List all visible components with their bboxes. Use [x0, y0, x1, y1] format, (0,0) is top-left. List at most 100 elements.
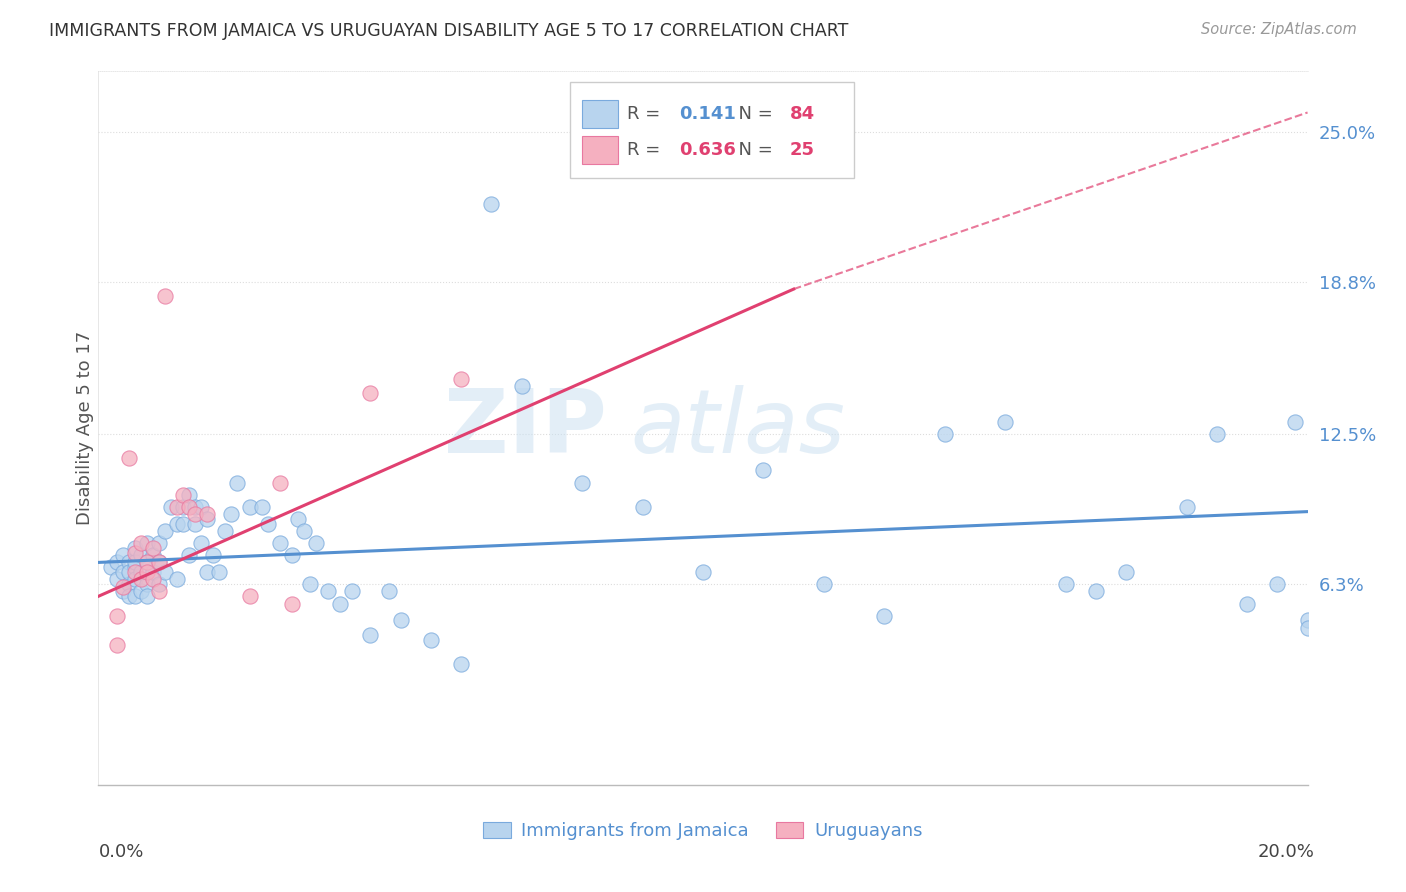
Bar [582, 100, 619, 128]
Point [124, 565, 146, 579]
Point [105, 556, 128, 570]
Point [118, 451, 141, 466]
Point [153, 524, 176, 538]
Point [214, 524, 236, 538]
Text: R =: R = [627, 141, 666, 159]
Point [142, 541, 165, 555]
Point [450, 371, 472, 385]
Point [135, 556, 157, 570]
Point [342, 584, 364, 599]
Point [1284, 415, 1306, 429]
Point [118, 556, 141, 570]
Point [195, 512, 218, 526]
Point [292, 524, 315, 538]
Point [389, 614, 412, 628]
Point [1206, 427, 1229, 442]
FancyBboxPatch shape [569, 82, 855, 178]
Point [160, 500, 183, 514]
Point [148, 584, 170, 599]
Point [269, 475, 291, 490]
Point [190, 500, 212, 514]
Point [179, 548, 201, 562]
Point [1267, 577, 1289, 591]
Point [135, 589, 157, 603]
Point [179, 488, 201, 502]
Point [631, 500, 654, 514]
Point [1236, 597, 1258, 611]
Point [118, 565, 141, 579]
Point [148, 577, 170, 591]
Point [281, 597, 304, 611]
Point [873, 608, 896, 623]
Point [105, 638, 128, 652]
Point [135, 565, 157, 579]
Point [360, 386, 382, 401]
Point [239, 500, 262, 514]
Point [377, 584, 399, 599]
Point [105, 572, 128, 586]
Point [142, 572, 165, 586]
Point [299, 577, 322, 591]
Point [1054, 577, 1077, 591]
Text: N =: N = [727, 141, 779, 159]
Point [105, 608, 128, 623]
Point [118, 577, 141, 591]
Point [111, 565, 134, 579]
Point [184, 500, 207, 514]
Point [184, 507, 207, 521]
Text: Source: ZipAtlas.com: Source: ZipAtlas.com [1201, 22, 1357, 37]
Point [813, 577, 835, 591]
Point [172, 500, 194, 514]
Point [1115, 565, 1137, 579]
Point [124, 546, 146, 560]
Point [287, 512, 309, 526]
Point [148, 536, 170, 550]
Point [752, 463, 775, 477]
Point [420, 632, 443, 647]
Point [124, 556, 146, 570]
Point [184, 516, 207, 531]
Point [148, 556, 170, 570]
Point [510, 379, 533, 393]
Point [481, 197, 503, 211]
Point [1175, 500, 1198, 514]
Point [148, 556, 170, 570]
Point [239, 589, 262, 603]
Text: 0.0%: 0.0% [98, 843, 143, 861]
Point [129, 572, 152, 586]
Point [281, 548, 304, 562]
Y-axis label: Disability Age 5 to 17: Disability Age 5 to 17 [76, 331, 94, 525]
Point [118, 589, 141, 603]
Point [571, 475, 593, 490]
Point [166, 572, 188, 586]
Point [179, 500, 201, 514]
Point [250, 500, 273, 514]
Point [111, 580, 134, 594]
Text: IMMIGRANTS FROM JAMAICA VS URUGUAYAN DISABILITY AGE 5 TO 17 CORRELATION CHART: IMMIGRANTS FROM JAMAICA VS URUGUAYAN DIS… [49, 22, 849, 40]
Text: R =: R = [627, 105, 666, 123]
Point [124, 560, 146, 574]
Point [100, 560, 122, 574]
Point [692, 565, 714, 579]
Point [450, 657, 472, 671]
Point [316, 584, 339, 599]
Point [1296, 614, 1319, 628]
Point [195, 565, 218, 579]
Text: atlas: atlas [630, 385, 845, 471]
Legend: Immigrants from Jamaica, Uruguayans: Immigrants from Jamaica, Uruguayans [477, 814, 929, 847]
Text: 84: 84 [790, 105, 815, 123]
Point [360, 628, 382, 642]
Point [135, 556, 157, 570]
Text: N =: N = [727, 105, 779, 123]
Point [1085, 584, 1108, 599]
Point [172, 488, 194, 502]
Text: 0.636: 0.636 [679, 141, 735, 159]
Point [269, 536, 291, 550]
Point [305, 536, 328, 550]
Point [202, 548, 225, 562]
Point [135, 577, 157, 591]
Point [129, 548, 152, 562]
Point [153, 565, 176, 579]
Point [190, 536, 212, 550]
Point [256, 516, 278, 531]
